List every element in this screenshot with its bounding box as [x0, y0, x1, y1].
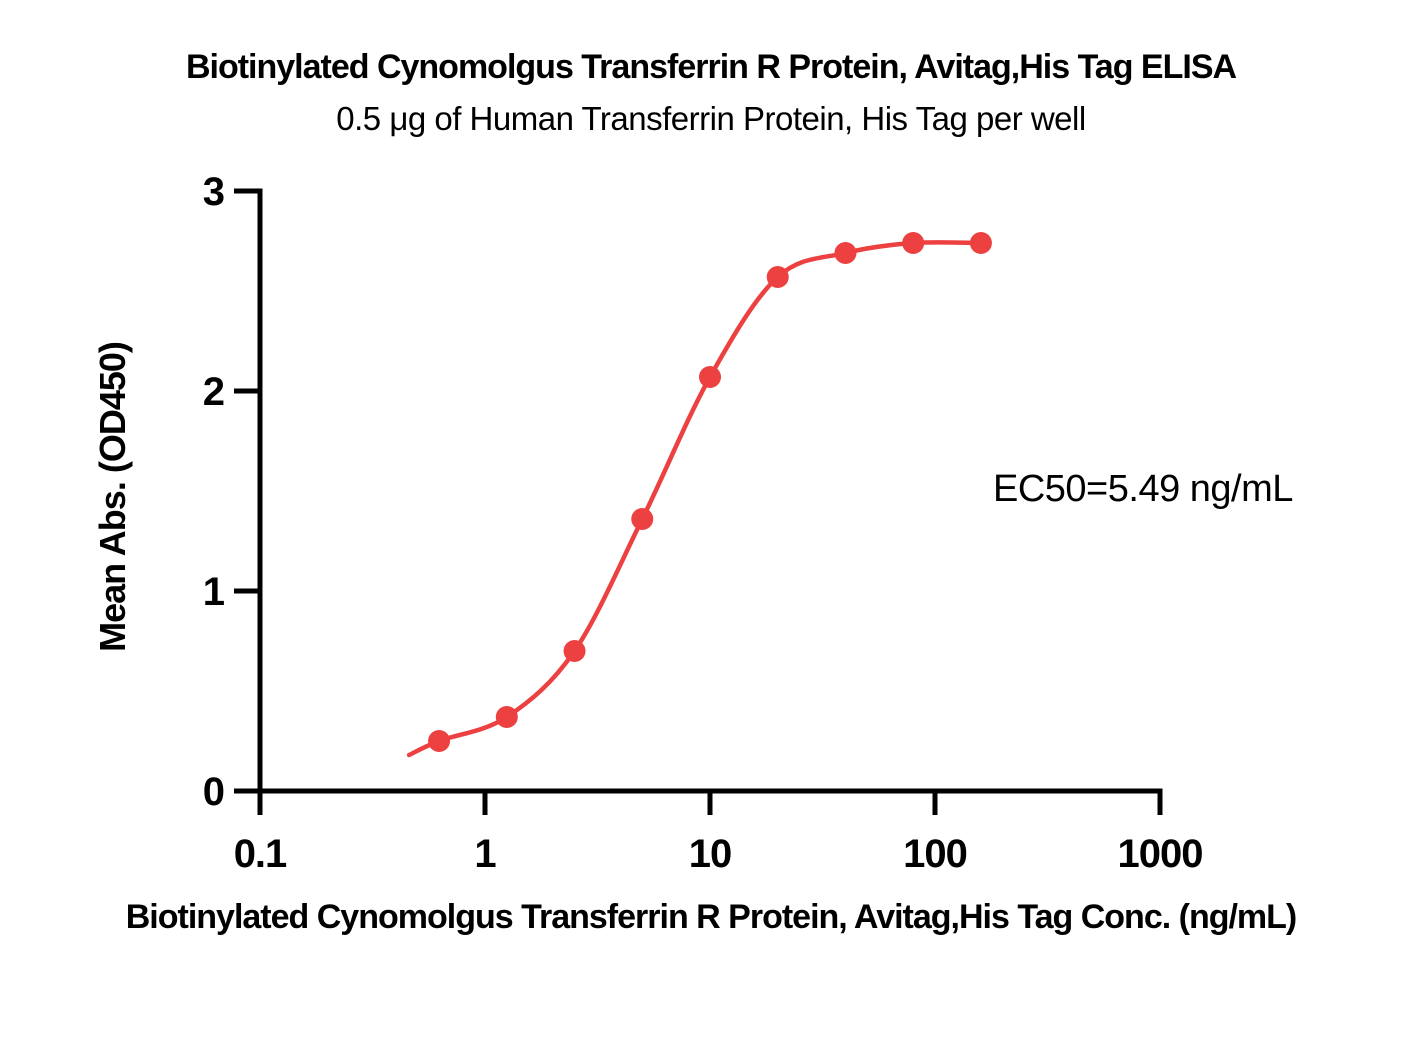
fit-curve: [406, 240, 984, 758]
data-point: [428, 730, 451, 752]
data-point: [563, 640, 586, 662]
ec50-annotation: EC50=5.49 ng/mL: [993, 468, 1293, 510]
x-tick-label: 1000: [1118, 832, 1203, 876]
x-tick-label: 0.1: [234, 832, 287, 876]
x-axis-title: Biotinylated Cynomolgus Transferrin R Pr…: [125, 898, 1298, 936]
x-tick-label: 1: [474, 832, 496, 876]
data-point: [766, 266, 789, 288]
y-axis-title: Mean Abs. (OD450): [92, 342, 133, 652]
data-point: [495, 706, 518, 728]
chart-subtitle: 0.5 μg of Human Transferrin Protein, His…: [336, 100, 1086, 137]
x-tick-label: 100: [903, 832, 967, 876]
data-point: [699, 366, 721, 388]
y-tick-label: 1: [203, 570, 225, 614]
y-tick-label: 3: [203, 170, 224, 214]
data-point: [834, 242, 857, 264]
data-point: [902, 232, 925, 254]
data-point: [631, 508, 654, 530]
x-tick-label: 10: [689, 832, 732, 876]
data-point: [969, 232, 992, 254]
chart-title: Biotinylated Cynomolgus Transferrin R Pr…: [185, 48, 1237, 86]
y-tick-label: 2: [203, 370, 224, 414]
y-tick-label: 0: [203, 770, 224, 814]
